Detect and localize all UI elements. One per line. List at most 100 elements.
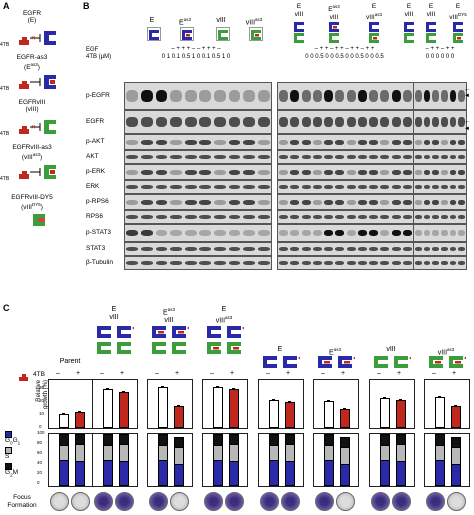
western-band — [458, 247, 466, 251]
cell-cycle-chart — [258, 433, 304, 487]
focus-dish — [392, 492, 411, 511]
western-band — [432, 199, 440, 205]
western-band — [141, 169, 153, 175]
western-band — [214, 139, 226, 145]
western-band — [357, 155, 367, 159]
construct-label: EGFRvIII (vIII) — [3, 99, 61, 113]
blot-panel — [413, 224, 467, 242]
western-band — [369, 247, 379, 251]
western-band — [357, 230, 367, 236]
receptor-pair-icon — [293, 21, 305, 43]
western-band — [324, 139, 334, 145]
y-tick-label: 10 — [39, 410, 45, 416]
construct-label: EGFR (E) — [3, 10, 61, 24]
drug-4tb-icon — [18, 369, 29, 381]
western-band — [423, 215, 431, 219]
focus-dish — [149, 492, 168, 511]
western-band — [346, 199, 356, 205]
western-band — [440, 247, 448, 251]
header-sup: as3 — [333, 347, 341, 352]
western-band — [391, 155, 401, 159]
western-band — [324, 230, 334, 236]
western-band — [301, 139, 311, 145]
cell-cycle-chart — [92, 433, 138, 487]
western-band — [290, 230, 300, 236]
western-band — [449, 247, 457, 251]
western-band — [391, 139, 401, 145]
focus-dish — [281, 492, 300, 511]
western-band — [214, 117, 226, 127]
western-band — [141, 199, 153, 205]
western-band — [214, 185, 226, 189]
receptor-pair-icon — [368, 21, 380, 43]
construct-abbr: (vIIIas3) — [21, 152, 43, 162]
western-band — [458, 215, 466, 219]
error-bar — [383, 397, 386, 400]
receptor-pair-icon — [425, 21, 437, 43]
western-band — [402, 155, 412, 159]
cycle-segment — [229, 434, 239, 445]
header-sup: as3 — [167, 307, 175, 312]
western-band — [414, 199, 422, 205]
blot-panel — [124, 194, 272, 210]
blot-label: EGFR — [86, 118, 105, 125]
western-band — [290, 155, 300, 159]
header-line: E — [371, 3, 377, 10]
construct-label: EGFRvIII-as3 (vIIIas3) — [3, 144, 61, 161]
construct-sup: DY5 — [31, 202, 41, 207]
western-band — [357, 199, 367, 205]
header-line: vIIIas3 — [366, 12, 382, 22]
western-band — [155, 117, 168, 127]
western-band — [380, 139, 390, 145]
western-band — [440, 169, 448, 175]
group-header: vIII — [386, 346, 396, 353]
bar-plus — [75, 411, 85, 428]
western-band — [432, 230, 440, 236]
legend-sub: 2 — [10, 472, 13, 478]
western-band — [414, 247, 422, 251]
western-band — [126, 247, 139, 251]
western-band — [458, 261, 466, 265]
western-band — [335, 169, 345, 175]
receptor-icon-pair — [206, 325, 245, 357]
receptor-pair-icon — [452, 21, 464, 43]
construct-name: EGFRvIII — [18, 99, 46, 106]
western-band — [346, 230, 356, 236]
western-band — [414, 230, 422, 236]
western-band — [257, 89, 270, 103]
receptor-icon-pair — [151, 325, 190, 357]
group-header: Eas3 — [329, 347, 341, 357]
blot-label: ERK — [86, 183, 100, 190]
legend-sub: 0 — [10, 440, 13, 446]
western-band — [199, 89, 212, 103]
focus-formation-label: Focus Formation — [7, 494, 37, 509]
tb-row-g1: 0 1 0.1 0.5 1 0 0.1 0.5 1 0 — [161, 54, 231, 60]
western-band — [402, 139, 412, 145]
header-line: E — [296, 3, 302, 10]
drug-label: 4TB — [0, 131, 10, 137]
western-band — [414, 169, 422, 175]
western-band — [141, 215, 153, 219]
western-band — [402, 247, 412, 251]
western-band — [170, 155, 182, 159]
western-band — [301, 117, 311, 127]
cell-cycle-chart — [48, 433, 94, 487]
western-band — [279, 230, 289, 236]
blot-label: RPS6 — [86, 213, 103, 220]
western-band — [391, 215, 401, 219]
western-band — [228, 117, 241, 127]
western-band — [449, 230, 457, 236]
svg-text:×: × — [31, 34, 36, 43]
panel-a-letter: A — [3, 1, 10, 11]
receptor-icon — [249, 27, 263, 41]
western-band — [440, 185, 448, 189]
western-band — [243, 261, 255, 265]
western-band — [449, 139, 457, 145]
blot-panel — [277, 150, 414, 164]
western-band — [184, 117, 197, 127]
western-band — [414, 117, 422, 127]
bar-plus — [119, 391, 129, 428]
western-band — [449, 89, 457, 103]
western-band — [380, 230, 390, 236]
